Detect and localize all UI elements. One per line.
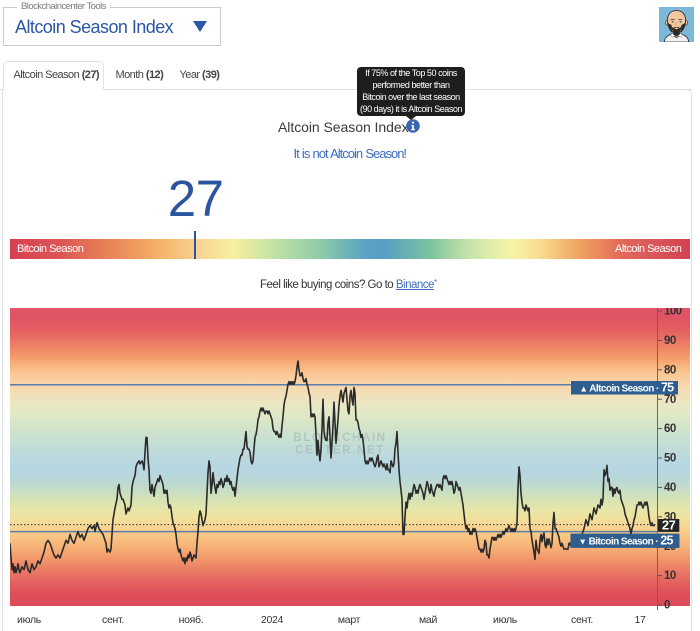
svg-text:100: 100 [664,308,682,318]
svg-text:нояб.: нояб. [179,614,204,626]
svg-text:90: 90 [664,335,676,347]
svg-text:0: 0 [664,600,670,612]
svg-text:BLOCKCHAIN: BLOCKCHAIN [293,432,386,444]
svg-text:сент.: сент. [571,614,593,626]
svg-text:50: 50 [664,453,676,465]
svg-text:60: 60 [664,423,676,435]
svg-text:80: 80 [664,364,676,376]
svg-text:сент.: сент. [102,614,124,626]
svg-text:40: 40 [664,482,676,494]
svg-text:май: май [419,614,437,626]
svg-text:17: 17 [634,614,646,626]
svg-text:июль: июль [17,614,42,626]
svg-text:март: март [338,614,361,626]
svg-text:27: 27 [662,518,676,533]
svg-text:▼ Bitcoin Season · 25: ▼ Bitcoin Season · 25 [579,534,674,548]
svg-text:2024: 2024 [261,614,284,626]
svg-text:10: 10 [664,570,676,582]
svg-text:70: 70 [664,394,676,406]
svg-text:CENTER.NET: CENTER.NET [295,445,384,457]
svg-text:июль: июль [493,614,518,626]
svg-text:▲ Altcoin Season · 75: ▲ Altcoin Season · 75 [580,380,675,394]
